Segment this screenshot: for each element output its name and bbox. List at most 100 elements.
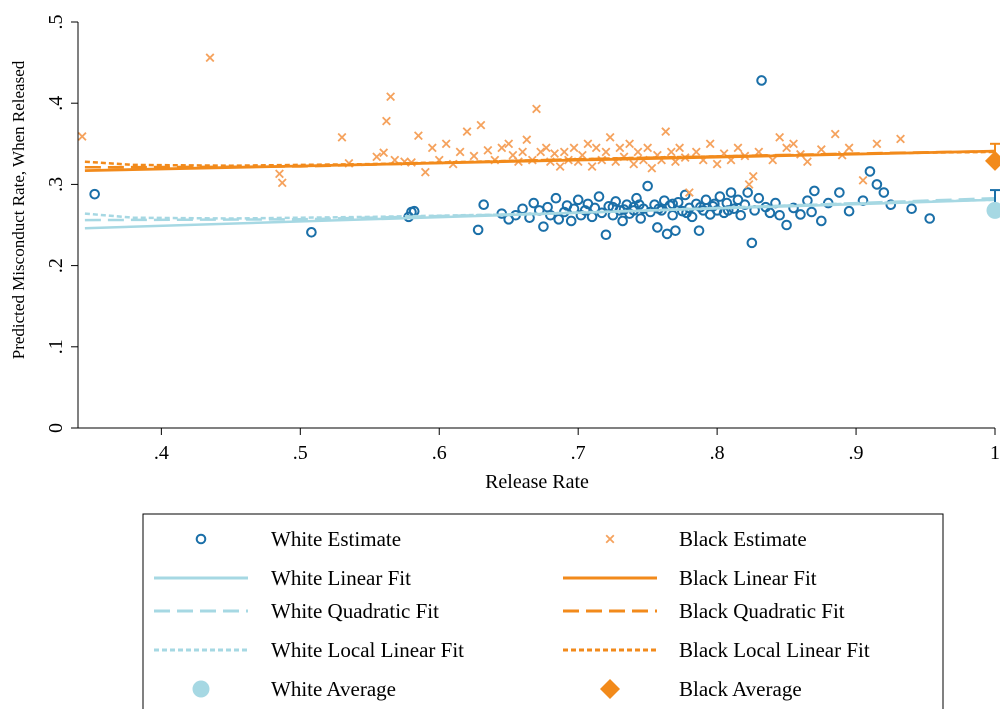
white-estimate-point [670,225,681,236]
black-estimate-point [569,143,579,153]
black-estimate-point [802,157,812,167]
white-estimate-point [714,191,726,202]
black-estimate-point [666,147,676,157]
white-estimate-point [659,195,670,206]
white-estimate-point [617,215,628,227]
black-estimate-point [844,143,854,153]
white-estimate-point [538,221,549,232]
white-estimate-point [618,204,630,215]
x-tick-label: .7 [571,442,586,464]
black-estimate-point [427,143,437,153]
x-tick-label: .8 [710,442,725,464]
white-estimate-point [735,209,747,221]
legend-item: Black Average [600,677,802,701]
legend-symbol [600,679,620,699]
black-estimate-point [675,143,685,153]
white-estimate-point [306,227,317,238]
white-estimate-point [753,192,765,204]
white-estimate-point [545,209,556,221]
black-estimate-point [386,92,396,102]
black-estimate-point [782,143,792,153]
legend: White Estimate Black Estimate White Linear… [142,513,944,709]
legend-symbol [605,534,615,544]
white-estimate-point [924,213,935,224]
white-estimate-point [89,188,100,200]
white-estimate-point [885,199,897,210]
black-estimate-point [775,132,785,142]
white-estimate-point [586,211,598,223]
black-estimate-point [633,147,643,157]
black-estimate-point [522,135,532,145]
black-estimate-point [420,167,430,177]
x-tick-label: 1 [990,442,1000,464]
black-estimate-point [476,120,486,130]
y-tick-label: 0 [45,423,67,433]
white-estimate-point [809,185,820,197]
white-estimate-point [553,214,565,225]
white-estimate-point [878,187,890,198]
legend-label: Black Quadratic Fit [679,599,845,623]
black-estimate-point [583,139,593,149]
black-estimate-point [691,147,701,157]
legend-item: White Estimate [195,527,401,551]
black-estimate-point [647,163,657,173]
white-estimate-point [725,187,737,198]
white-estimate-point [661,228,673,240]
black-estimate-point [705,139,715,149]
y-axis-label: Predicted Misconduct Rate, When Released [9,60,28,359]
white-estimate-point [764,207,776,219]
white-estimate-point [742,187,753,198]
black-estimate-point [541,143,551,153]
white-estimate-point [693,225,705,236]
white-estimate-point [746,237,758,249]
legend-label: White Estimate [271,527,401,551]
black-estimate-point [469,151,479,161]
black-estimate-point [744,179,754,189]
white-estimate-point [774,209,785,221]
black-estimate-point [413,131,423,141]
black-estimate-point [896,134,905,144]
black-estimate-point [577,150,587,160]
legend-item: White Average [192,677,396,701]
white-estimate-point [593,191,605,202]
white-estimate-point [739,199,751,210]
white-estimate-point [834,187,845,198]
y-tick-label: .1 [45,339,67,354]
legend-frame [142,513,944,709]
black-estimate-point [483,145,493,155]
x-ticks: .4 .5 .6 .7 .8 .9 1 [154,428,1000,464]
legend-label: Black Local Linear Fit [679,638,870,662]
black-estimate-point [733,143,743,153]
legend-label: White Average [271,677,396,701]
black-estimate-point [605,132,615,142]
white-estimate-point [816,215,827,227]
white-estimate-point [572,194,584,206]
y-tick-label: .4 [45,96,67,111]
black-estimate-point [615,143,625,153]
black-estimate-point [379,148,389,158]
white-estimate-point [695,201,706,213]
black-estimate-point [382,116,391,126]
legend-label: Black Linear Fit [679,566,817,590]
legend-symbol [192,680,210,698]
black-estimate-point [536,147,546,157]
black-estimate-point [518,147,528,157]
black-estimate-point [816,145,826,154]
legend-item: White Local Linear Fit [154,638,464,662]
black-estimate-point [337,132,347,142]
y-tick-label: .2 [45,258,67,273]
white-estimate-point [550,192,562,204]
black-estimate-point [684,188,694,197]
black-estimate-point [372,152,382,162]
legend-item: White Quadratic Fit [154,599,439,623]
legend-item: Black Linear Fit [563,566,817,590]
black-estimate-point [497,143,507,153]
white-estimate-point [864,166,876,177]
black-estimate-point [587,162,597,171]
black-estimate-point [441,139,451,149]
black-estimate-point [830,129,840,139]
legend-label: Black Estimate [679,527,807,551]
white-estimate-point [652,222,663,233]
legend-label: White Quadratic Fit [271,599,439,623]
